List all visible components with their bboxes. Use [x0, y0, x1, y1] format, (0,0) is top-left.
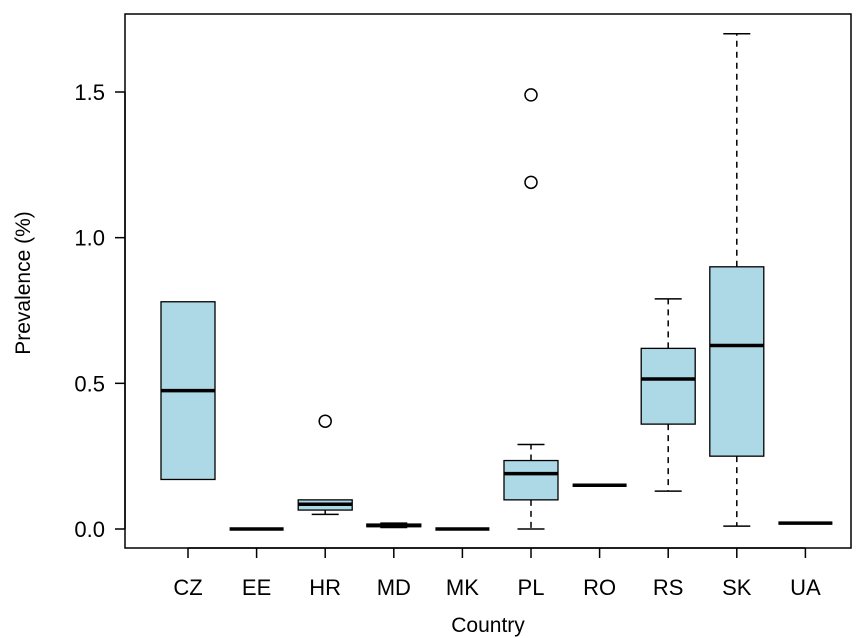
x-tick-label: PL — [518, 575, 545, 600]
x-axis: CZ EE HR MD MK PL RO RS SK UA — [173, 547, 821, 600]
box-pl — [503, 88, 559, 530]
box-sk — [709, 32, 765, 527]
box-md — [366, 522, 422, 529]
y-axis-title: Prevalence (%) — [12, 211, 35, 355]
box-hr — [297, 414, 353, 516]
y-axis: 0.0 0.5 1.0 1.5 — [74, 80, 126, 542]
box-iqr — [503, 459, 559, 501]
boxes-layer — [160, 32, 833, 531]
y-tick-label: 0.0 — [74, 517, 105, 542]
x-tick-label: CZ — [173, 575, 202, 600]
outlier-point — [524, 88, 538, 102]
box-cz — [160, 301, 216, 481]
x-tick-label: SK — [722, 575, 752, 600]
x-tick-label: MD — [377, 575, 411, 600]
outlier-point — [524, 175, 538, 190]
box-rs — [640, 298, 696, 492]
box-iqr — [709, 266, 765, 457]
x-tick-label: HR — [309, 575, 341, 600]
box-iqr — [640, 347, 696, 425]
x-tick-label: RO — [583, 575, 616, 600]
x-tick-label: EE — [242, 575, 271, 600]
y-tick-label: 0.5 — [74, 371, 105, 396]
x-tick-label: UA — [790, 575, 821, 600]
y-tick-label: 1.5 — [74, 80, 105, 105]
x-tick-label: RS — [653, 575, 684, 600]
x-axis-title: Country — [451, 614, 525, 637]
outlier-point — [318, 414, 332, 428]
x-tick-label: MK — [446, 575, 479, 600]
y-tick-label: 1.0 — [74, 226, 105, 251]
